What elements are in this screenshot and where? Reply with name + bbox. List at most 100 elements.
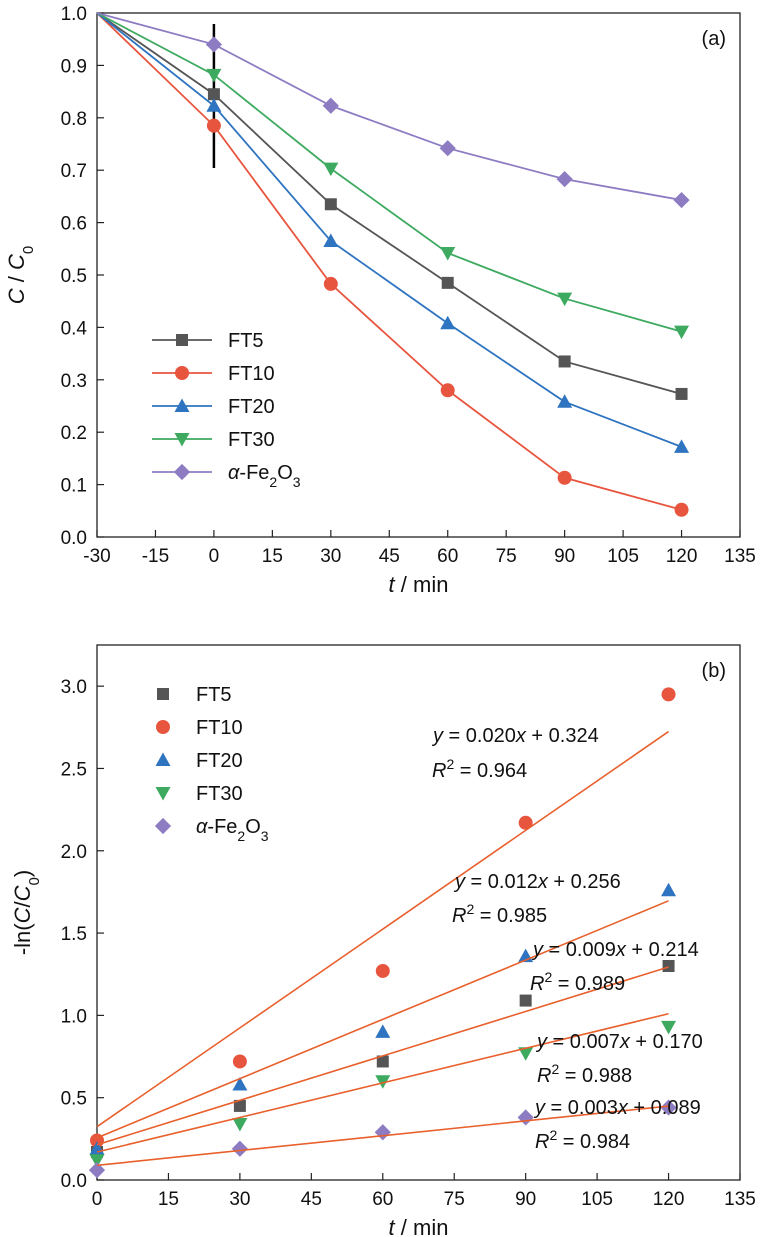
series-line [96,12,682,395]
fit-r-squared: R2 = 0.989 [530,969,625,995]
x-tick-label: 105 [581,1189,613,1210]
data-point [374,1124,391,1141]
x-tick-label: 120 [653,1189,685,1210]
data-series [96,12,690,209]
data-point [233,1099,246,1112]
x-tick-label: 120 [666,546,698,567]
data-point [174,433,190,447]
x-tick-label: 45 [379,546,400,567]
data-point [232,1118,248,1132]
legend-label: α-Fe2O3 [196,816,269,844]
data-point [232,1054,247,1069]
x-tick-label: 60 [437,546,458,567]
legend-label: FT20 [228,396,275,418]
y-tick-label: 0.3 [61,371,87,392]
legend-label: FT30 [228,429,275,451]
data-point [673,191,690,209]
x-tick-label: 60 [372,1189,393,1210]
fit-line [96,966,669,1146]
legend: FT5 FT10 FT20 FT30 α-Fe2O3 [152,330,301,490]
fit-equation: y = 0.009x + 0.214 [531,939,699,961]
fit-line [96,730,670,1128]
data-point [675,387,688,400]
data-point [440,246,456,261]
x-tick-label: 75 [496,546,517,567]
fit-equation: y = 0.003x + 0.089 [533,1097,701,1119]
chart-panel: 0 15 30 45 60 75 90 105 120 135 0.0 0.5 1.0 1.5 2.0 2.5… [10,644,756,1237]
data-point [556,171,573,188]
y-tick-label: 2.5 [61,759,87,780]
data-point [232,1077,248,1091]
data-point [439,140,456,157]
fit-r-squared: R2 = 0.984 [535,1127,630,1153]
data-point [558,355,571,368]
x-tick-label: 0 [92,1189,103,1210]
x-tick-label: -30 [83,546,110,567]
y-tick-label: 0.8 [61,109,87,130]
x-axis-label: t / min [389,572,449,597]
data-point [660,1099,677,1116]
data-series [96,12,690,340]
series-line [96,12,682,448]
data-point [519,994,532,1007]
fit-equation: y = 0.012x + 0.256 [453,871,621,893]
fit-line [96,1105,669,1167]
series-line [96,12,682,201]
y-tick-label: 1.5 [61,924,87,945]
x-tick-label: 90 [554,546,575,567]
y-tick-label: 0.5 [61,266,87,287]
fit-r-squared: R2 = 0.988 [537,1061,632,1087]
data-point [662,960,675,972]
data-point [518,815,533,830]
y-tick-label: 0.4 [61,318,88,339]
fit-r-squared: R2 = 0.985 [452,901,547,927]
x-tick-label: 135 [724,1189,756,1210]
data-point [207,88,220,101]
y-tick-label: 1.0 [61,4,87,25]
data-point [440,383,455,398]
y-tick-label: 0.5 [61,1089,87,1110]
data-point [173,463,191,481]
legend-label: FT20 [196,750,243,772]
data-point [88,1162,106,1179]
data-point [375,963,390,978]
data-series [96,12,689,517]
data-point [557,470,572,485]
data-point [176,334,188,346]
data-point [375,1075,391,1089]
data-point [231,1140,248,1157]
y-tick-label: 0.1 [61,476,87,497]
legend-label: FT30 [196,783,243,805]
data-point [441,276,454,289]
data-point [518,1047,534,1061]
data-point [674,439,690,453]
data-point [440,315,456,330]
legend-label: FT5 [228,330,264,352]
data-point [157,688,169,700]
x-tick-label: 90 [515,1189,536,1210]
data-point [156,720,170,734]
x-tick-label: 30 [229,1189,250,1210]
y-tick-label: 0.6 [61,214,87,235]
fit-line [96,1012,669,1153]
data-point [323,162,339,177]
data-point [174,398,190,412]
series-line [96,12,682,511]
series-line [96,12,682,333]
data-point [324,198,337,211]
chart-panel: -30 -15 0 15 30 45 60 75 90 105 120 135 0.0 0.1 0.2 0.3… [4,4,756,597]
data-point [674,325,690,340]
plot-frame [96,644,741,1181]
x-tick-label: -15 [142,546,169,567]
data-point [175,366,189,380]
y-tick-label: 1.0 [61,1006,87,1027]
fit-equation: y = 0.007x + 0.170 [535,1031,703,1053]
data-point [323,233,339,247]
data-point [661,1020,677,1035]
y-tick-label: 0.0 [61,528,87,549]
x-tick-label: 45 [301,1189,322,1210]
legend-label: α-Fe2O3 [228,462,301,490]
data-series [96,12,690,453]
panel-label: (b) [702,660,726,682]
